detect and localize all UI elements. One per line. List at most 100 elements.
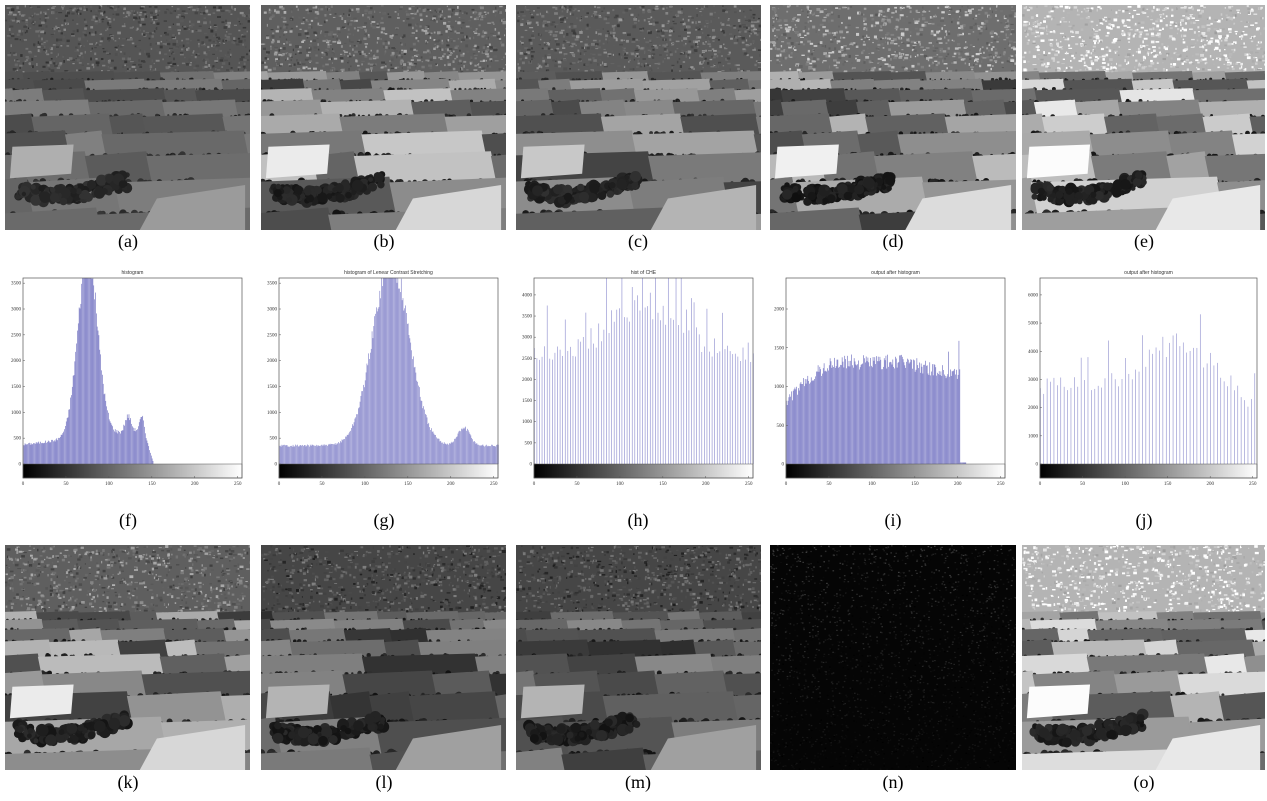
x-tick-label: 150: [404, 482, 412, 487]
histogram-bar: [1165, 356, 1167, 464]
histogram-bar: [44, 442, 46, 464]
histogram-bar: [144, 433, 146, 464]
histogram-bar: [652, 319, 654, 464]
histogram-bar: [549, 358, 551, 464]
histogram-bar: [35, 443, 36, 464]
histogram-bar: [1199, 314, 1201, 464]
histogram-bar: [115, 432, 117, 464]
histogram-bar: [345, 436, 346, 464]
histogram-bar: [60, 434, 62, 464]
grayscale-ramp: [1039, 463, 1258, 479]
histogram-bar: [787, 400, 789, 464]
histogram-bar: [406, 323, 408, 464]
histogram-bar: [789, 394, 791, 464]
y-tick-label: 1000: [774, 385, 785, 390]
histogram-bar: [873, 360, 875, 464]
histogram-bar: [73, 375, 75, 464]
histogram-bar: [828, 365, 830, 464]
histogram-bar: [931, 371, 932, 464]
histogram-bar: [912, 368, 913, 464]
histogram-bar: [444, 443, 446, 464]
histogram-bar: [1237, 385, 1239, 464]
histogram-bar: [742, 347, 744, 464]
histogram-bar: [956, 378, 958, 464]
y-tick-label: 0: [530, 463, 533, 468]
histogram-bar: [794, 387, 796, 464]
histogram-bar: [390, 278, 392, 464]
histogram-bar: [317, 445, 319, 464]
histogram-bar: [128, 414, 130, 464]
histogram-bar: [1057, 385, 1058, 464]
histogram-bar: [29, 442, 30, 464]
histogram-bar: [292, 444, 294, 464]
histogram-bar: [704, 346, 705, 464]
histogram-bar: [662, 305, 664, 464]
histogram-bar: [357, 414, 358, 464]
histogram-bar: [318, 445, 320, 464]
histogram-bar: [750, 361, 752, 464]
y-tick-label: 5000: [1028, 322, 1039, 327]
histogram-bar: [868, 362, 870, 464]
histogram-bar: [914, 371, 916, 464]
histogram-bar: [952, 371, 954, 464]
histogram-bar: [74, 361, 76, 464]
histogram-bar: [675, 278, 677, 464]
histogram-bar: [655, 278, 656, 464]
histogram-bar: [98, 335, 100, 464]
histogram-bar: [932, 364, 933, 464]
histogram-bar: [440, 440, 442, 464]
histogram-bar: [38, 441, 40, 464]
histogram-bar: [491, 444, 492, 464]
histogram-bar: [1159, 350, 1160, 464]
histogram-bar: [316, 446, 318, 464]
histogram-bar: [711, 356, 713, 464]
histogram-bar: [284, 444, 285, 464]
histogram-bar: [151, 458, 153, 464]
histogram-bar: [865, 362, 866, 464]
histogram-bar: [837, 359, 839, 464]
histogram-bar: [47, 442, 48, 464]
histogram-bar: [1118, 386, 1119, 464]
histogram-bar: [880, 359, 882, 464]
histogram-bar: [928, 375, 930, 464]
histogram-bar: [287, 446, 289, 464]
histogram-bar: [845, 359, 846, 464]
histogram-bar: [431, 428, 432, 464]
histogram-bar: [443, 443, 444, 464]
histogram-bar: [446, 444, 448, 464]
histogram-bar: [826, 371, 827, 464]
histogram-bar: [1162, 336, 1164, 464]
histogram-bar: [81, 283, 83, 464]
histogram-bar: [429, 427, 430, 464]
histogram-bar: [358, 408, 359, 464]
histogram-bar: [400, 292, 401, 464]
histogram-bar: [123, 424, 125, 464]
histogram-bar: [119, 431, 120, 464]
histogram-bar: [1176, 333, 1177, 464]
histogram-bar: [436, 437, 437, 464]
y-tick-label: 3000: [522, 336, 533, 341]
histogram-bar: [557, 346, 558, 464]
x-tick-label: 250: [234, 482, 242, 487]
histogram-bar: [673, 319, 674, 464]
histogram-bar: [598, 323, 600, 464]
histogram-bar: [96, 313, 97, 464]
histogram-bar: [305, 446, 307, 464]
histogram-bar: [1046, 378, 1048, 464]
histogram-bar: [148, 446, 150, 464]
histogram-bar: [94, 299, 95, 464]
histogram-bar: [729, 351, 731, 464]
histogram-bar: [391, 278, 393, 464]
histogram-bar: [879, 356, 881, 464]
histogram-bar: [1050, 381, 1051, 464]
histogram-bar: [40, 441, 41, 464]
histogram-bar: [1254, 373, 1256, 464]
histogram-bar: [439, 441, 441, 464]
histogram-bar: [891, 364, 893, 464]
histogram-bar: [841, 357, 843, 464]
histogram-bar: [907, 359, 909, 464]
histogram-bar: [364, 380, 366, 464]
histogram-bar: [68, 409, 70, 464]
histogram-j: output after histogram 0 1000 2000 3000 4000 5…: [1022, 266, 1265, 492]
y-tick-label: 4000: [1028, 350, 1039, 355]
